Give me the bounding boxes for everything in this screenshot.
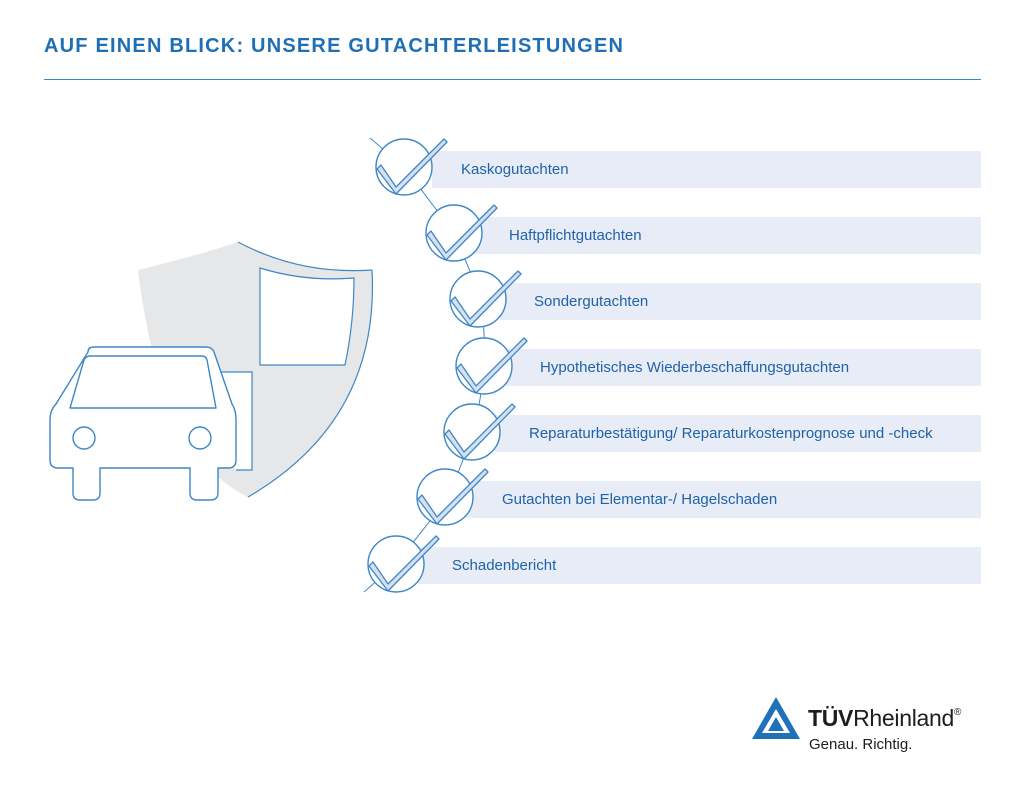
service-label: Haftpflichtgutachten bbox=[509, 227, 642, 244]
check-icon bbox=[367, 535, 440, 593]
service-item: Hypothetisches Wiederbeschaffungsgutacht… bbox=[505, 349, 981, 386]
title-divider bbox=[44, 79, 981, 80]
service-item: Gutachten bei Elementar-/ Hagelschaden bbox=[465, 481, 981, 518]
logo-brand-bold: TÜV bbox=[808, 705, 854, 731]
service-item: Sondergutachten bbox=[500, 283, 981, 320]
service-item: Schadenbericht bbox=[418, 547, 981, 584]
service-item: Kaskogutachten bbox=[432, 151, 981, 188]
service-label: Schadenbericht bbox=[452, 557, 557, 574]
service-item: Reparaturbestätigung/ Reparaturkostenpro… bbox=[495, 415, 981, 452]
service-label: Gutachten bei Elementar-/ Hagelschaden bbox=[502, 491, 778, 508]
registered-mark: ® bbox=[954, 707, 962, 718]
service-label: Hypothetisches Wiederbeschaffungsgutacht… bbox=[540, 359, 850, 376]
service-label: Kaskogutachten bbox=[461, 161, 569, 178]
page-title: Auf einen Blick: Unsere Gutachterleistun… bbox=[44, 35, 625, 57]
check-icon bbox=[425, 204, 498, 262]
car-icon bbox=[49, 346, 237, 501]
check-icon bbox=[449, 270, 522, 328]
check-icon bbox=[455, 337, 528, 395]
triangle-logo-icon bbox=[752, 697, 800, 739]
service-label: Reparaturbestätigung/ Reparaturkostenpro… bbox=[529, 425, 933, 442]
logo-brand-rest: Rheinland bbox=[853, 705, 954, 731]
logo-slogan: Genau. Richtig. bbox=[809, 736, 913, 753]
logo-brand: TÜVRheinland® bbox=[808, 705, 961, 732]
check-icon bbox=[375, 138, 448, 196]
service-item: Haftpflichtgutachten bbox=[470, 217, 981, 254]
check-icon bbox=[416, 468, 489, 526]
service-label: Sondergutachten bbox=[534, 293, 649, 310]
tuv-rheinland-logo: TÜVRheinland® Genau. Richtig. bbox=[752, 695, 992, 765]
check-icon bbox=[443, 403, 516, 461]
